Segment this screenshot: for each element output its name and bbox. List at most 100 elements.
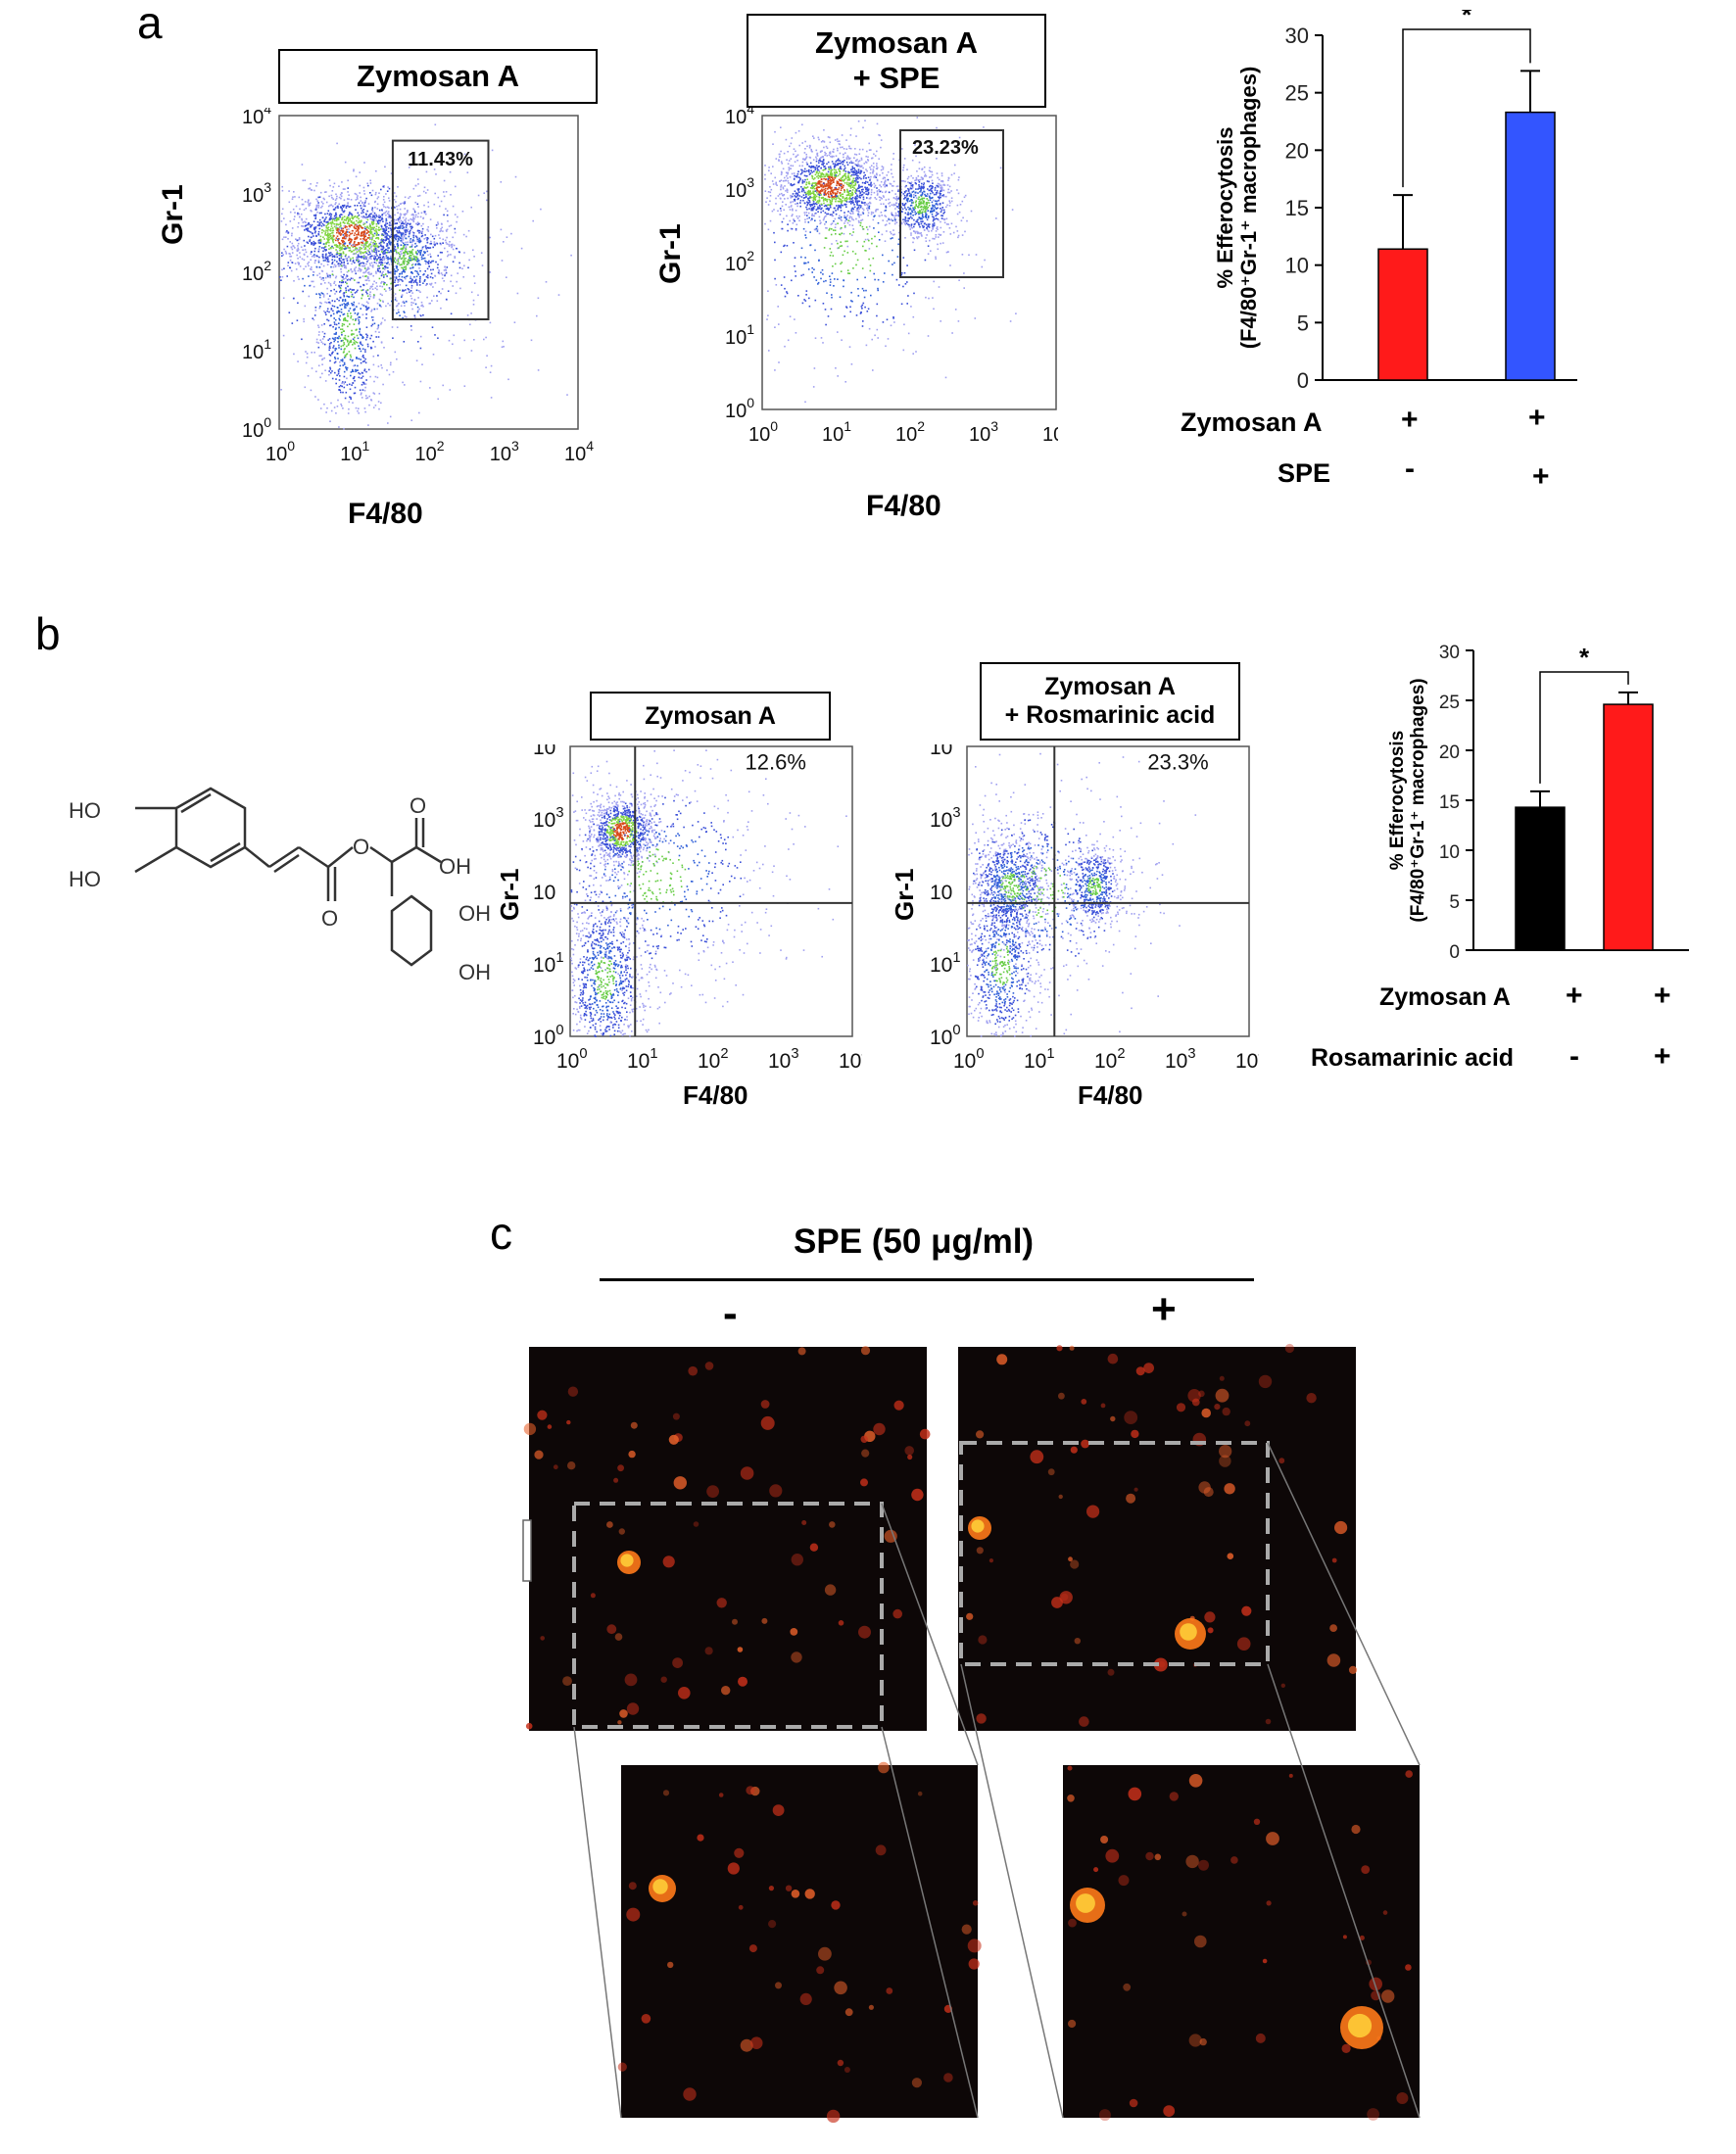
bar-ylabel-line2: (F4/80⁺Gr-1⁺ macrophages) <box>1408 678 1428 922</box>
row-a-zymosan-label: Zymosan A <box>1181 407 1323 437</box>
significance-star: * <box>1579 643 1590 672</box>
significance-bracket <box>1402 28 1531 188</box>
flow-plot-b-left: 12.6%10410310101100100101102103104 <box>533 744 862 1068</box>
micrograph-zoom-spe-minus <box>621 1765 978 2118</box>
panel-c-header-rule <box>600 1278 1254 1281</box>
bar-ylabel-line2: (F4/80⁺Gr-1⁺ macrophages) <box>1236 67 1261 350</box>
bar-y-tick: 5 <box>1449 892 1460 913</box>
gate-percentage: 23.3% <box>1147 750 1208 775</box>
bar-y-tick: 15 <box>1439 792 1460 813</box>
zoom-box-minus <box>572 1502 884 1729</box>
panel-c-header: SPE (50 μg/ml) <box>794 1222 1035 1261</box>
bar <box>1515 806 1566 951</box>
gate-box <box>899 129 1004 278</box>
gate-percentage: 23.23% <box>912 137 979 159</box>
struct-oh-acid: OH <box>439 854 471 879</box>
row-b-zymosan-val2: + <box>1654 980 1671 1012</box>
dot-cloud <box>764 117 1017 404</box>
gate-percentage: 11.43% <box>408 149 473 170</box>
row-b-zymosan-label: Zymosan A <box>1379 983 1511 1011</box>
struct-ho1: HO <box>69 798 101 823</box>
significance-star: * <box>1462 10 1472 29</box>
flow-b-right-title-line1: Zymosan A <box>1044 673 1176 701</box>
micrograph-spe-plus <box>958 1347 1356 1731</box>
row-a-spe-val1: - <box>1405 453 1415 485</box>
scale-bracket <box>522 1519 532 1582</box>
row-a-spe-val2: + <box>1532 460 1550 493</box>
x-tick-label: 104 <box>1235 1046 1259 1068</box>
bar-y-tick: 30 <box>1285 24 1309 48</box>
zoom-connectors <box>573 1442 1421 2119</box>
bar-chart-a: % Efferocytosis (F4/80⁺Gr-1⁺ macrophages)… <box>1213 10 1577 393</box>
micrograph-spe-minus <box>529 1347 927 1731</box>
flow-b-left-xlabel: F4/80 <box>683 1080 748 1110</box>
row-b-zymosan-val1: + <box>1566 980 1583 1012</box>
gate-percentage: 12.6% <box>746 750 806 775</box>
plot-frame <box>569 745 853 1037</box>
gate-box <box>391 139 490 320</box>
bar-ylabel-line1: % Efferocytosis <box>1213 126 1237 288</box>
flow-b-right-title: Zymosan A + Rosmarinic acid <box>980 662 1240 741</box>
row-b-rosmarinic-val2: + <box>1654 1040 1671 1073</box>
bar-y-tick: 20 <box>1285 138 1309 163</box>
panel-label-b: b <box>35 608 61 659</box>
struct-ho2: HO <box>69 867 101 891</box>
y-tick-label: 10 <box>930 882 952 904</box>
row-b-rosmarinic-label: Rosamarinic acid <box>1311 1044 1515 1072</box>
flow-a-right-title-line1: Zymosan A <box>815 25 978 61</box>
bar-y-tick: 0 <box>1297 368 1309 393</box>
struct-o-carbonyl: O <box>321 906 338 931</box>
micrograph-zoom-spe-plus <box>1063 1765 1420 2118</box>
flow-b-right-title-line2: + Rosmarinic acid <box>1004 701 1216 729</box>
bar-ylabel-line1: % Efferocytosis <box>1387 731 1408 871</box>
bar-y-tick: 20 <box>1439 742 1460 763</box>
flow-a-left-xlabel: F4/80 <box>348 498 423 530</box>
plot-frame <box>278 115 579 430</box>
bar-chart-b: % Efferocytosis (F4/80⁺Gr-1⁺ macrophages)… <box>1387 643 1689 960</box>
rosmarinic-acid-structure: HO HO O O O OH OH OH <box>69 787 490 984</box>
bar-y-tick: 0 <box>1449 942 1460 960</box>
struct-oh2: OH <box>458 960 490 984</box>
panel-c-minus: - <box>723 1289 738 1337</box>
bar-y-tick: 30 <box>1439 643 1460 663</box>
plot-frame <box>761 115 1057 410</box>
bar-y-tick: 10 <box>1439 842 1460 863</box>
panel-label-a: a <box>137 0 163 48</box>
bar <box>1505 111 1556 381</box>
dot-cloud <box>279 123 572 430</box>
struct-o-acid: O <box>410 793 426 818</box>
y-tick-label: 103 <box>533 805 564 832</box>
bar-y-tick: 15 <box>1285 196 1309 220</box>
x-tick-label: 104 <box>1042 418 1058 446</box>
flow-a-left-title: Zymosan A <box>278 49 598 104</box>
bar-y-tick: 25 <box>1439 693 1460 713</box>
panel-c-plus: + <box>1151 1285 1177 1333</box>
bar-y-tick: 10 <box>1285 254 1309 278</box>
flow-a-right-title-line2: + SPE <box>852 61 940 95</box>
flow-a-right-xlabel: F4/80 <box>866 490 941 522</box>
row-a-zymosan-val2: + <box>1528 402 1546 434</box>
bar-y-tick: 25 <box>1285 81 1309 106</box>
row-b-rosmarinic-val1: - <box>1569 1040 1579 1073</box>
panel-label-c: c <box>490 1208 512 1259</box>
bar <box>1377 248 1428 381</box>
flow-a-right-title: Zymosan A + SPE <box>747 14 1046 108</box>
dot-cloud <box>570 749 847 1037</box>
struct-oh1: OH <box>458 901 490 926</box>
y-tick-label: 10 <box>533 882 555 904</box>
x-tick-label: 104 <box>839 1046 862 1068</box>
significance-bracket <box>1539 671 1629 784</box>
dot-cloud <box>967 752 1197 1037</box>
zoom-box-plus <box>959 1441 1270 1666</box>
row-a-spe-label: SPE <box>1278 458 1331 488</box>
cell-spots <box>523 1343 1413 2124</box>
bar <box>1603 703 1654 951</box>
flow-plot-b-right: 23.3%10410310101100100101102103104 <box>930 744 1259 1068</box>
flow-b-right-xlabel: F4/80 <box>1078 1080 1143 1110</box>
row-a-zymosan-val1: + <box>1401 404 1419 436</box>
bar-y-tick: 5 <box>1297 311 1309 335</box>
flow-b-left-title: Zymosan A <box>590 692 831 741</box>
